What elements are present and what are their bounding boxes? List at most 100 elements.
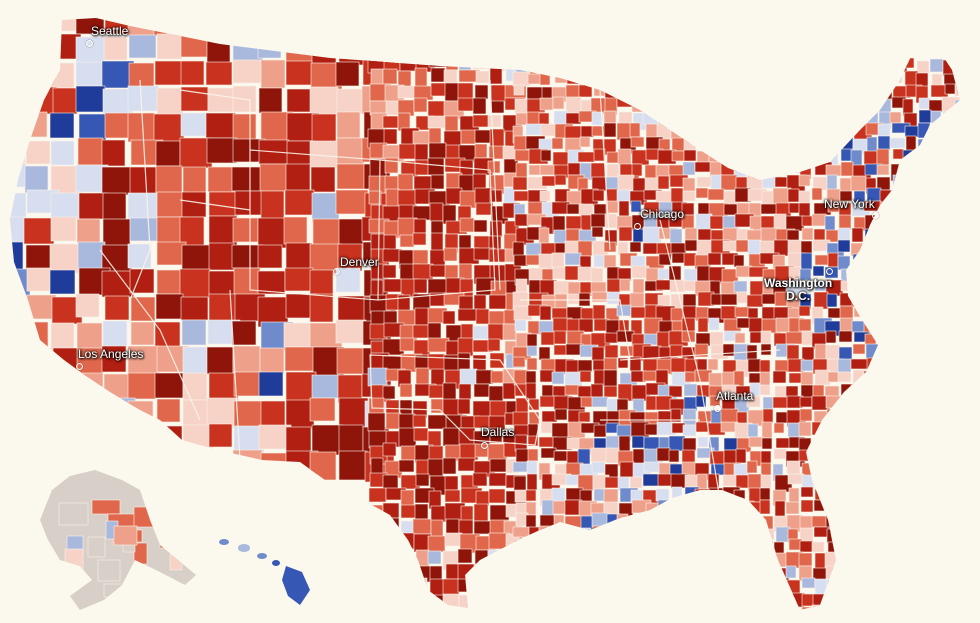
county-cell — [259, 163, 288, 192]
county-cell — [565, 606, 585, 610]
county-cell — [504, 578, 526, 595]
county-cell — [879, 189, 894, 206]
county-cell — [577, 564, 591, 579]
county-cell — [473, 563, 494, 583]
county-cell — [799, 396, 813, 408]
county-cell — [284, 18, 313, 35]
county-cell — [655, 577, 667, 596]
county-cell — [955, 437, 960, 456]
county-cell — [413, 218, 427, 234]
county-cell — [878, 345, 893, 357]
county-cell — [762, 162, 783, 175]
county-cell — [760, 593, 773, 609]
county-cell — [747, 423, 759, 438]
county-cell — [616, 606, 636, 610]
county-cell — [551, 422, 569, 440]
county-cell — [605, 566, 621, 579]
county-cell — [876, 411, 892, 427]
county-cell — [928, 605, 946, 610]
county-cell — [931, 136, 947, 149]
county-cell — [684, 239, 698, 252]
county-cell — [889, 409, 907, 421]
county-cell — [944, 137, 960, 153]
county-cell — [710, 59, 724, 71]
alaska-region-cell — [172, 584, 187, 604]
county-cell — [554, 174, 567, 186]
alaska-region-cell — [64, 548, 84, 571]
county-cell — [668, 551, 687, 564]
county-cell — [943, 579, 959, 595]
county-cell — [746, 110, 767, 127]
county-cell — [941, 501, 957, 519]
county-cell — [696, 567, 716, 583]
county-cell — [799, 540, 814, 553]
county-cell — [877, 382, 893, 401]
county-cell — [838, 618, 852, 623]
county-cell — [444, 475, 459, 491]
county-cell — [775, 135, 789, 148]
county-cell — [917, 397, 932, 414]
county-cell — [865, 578, 883, 597]
county-cell — [970, 72, 980, 85]
county-cell — [260, 59, 286, 89]
county-cell — [969, 552, 980, 567]
county-cell — [643, 580, 664, 596]
county-cell — [902, 383, 918, 399]
county-cell — [943, 188, 958, 200]
county-cell — [658, 525, 673, 537]
county-cell — [902, 268, 918, 287]
city-label-washington-line2: D.C. — [786, 289, 811, 303]
county-cell — [460, 39, 474, 60]
county-cell — [156, 87, 184, 119]
county-cell — [930, 437, 951, 449]
county-cell — [154, 425, 183, 456]
county-cell — [397, 173, 414, 191]
county-cell — [618, 226, 633, 242]
county-cell — [260, 190, 285, 221]
county-cell — [577, 359, 593, 373]
county-cell — [811, 421, 824, 436]
county-cell — [206, 35, 231, 66]
county-cell — [760, 96, 780, 114]
county-cell — [866, 476, 886, 495]
county-cell — [603, 254, 617, 269]
county-cell — [472, 53, 495, 70]
county-cell — [474, 143, 488, 159]
county-cell — [606, 538, 622, 555]
county-cell — [811, 98, 826, 115]
county-cell — [970, 98, 980, 110]
county-cell — [800, 112, 813, 130]
county-cell — [617, 174, 635, 191]
county-cell — [629, 526, 646, 543]
county-cell — [630, 540, 651, 554]
county-cell — [475, 202, 494, 216]
county-cell — [890, 580, 905, 595]
county-cell — [590, 267, 604, 285]
county-cell — [104, 112, 133, 139]
county-cell — [130, 423, 163, 452]
county-cell — [668, 449, 680, 463]
county-cell — [457, 563, 477, 581]
county-cell — [747, 239, 762, 257]
county-cell — [75, 425, 101, 454]
county-cell — [655, 603, 670, 610]
county-cell — [825, 330, 837, 344]
county-cell — [723, 71, 740, 85]
county-cell — [798, 421, 812, 437]
county-cell — [746, 344, 758, 362]
county-cell — [51, 398, 80, 424]
county-cell — [903, 57, 915, 69]
county-cell — [853, 514, 865, 529]
county-cell — [812, 57, 827, 75]
county-cell — [311, 34, 337, 66]
county-cell — [540, 421, 553, 434]
county-cell — [619, 618, 634, 623]
county-cell — [929, 474, 950, 493]
county-cell — [955, 190, 960, 206]
county-cell — [475, 308, 490, 325]
county-cell — [657, 175, 670, 190]
county-cell — [155, 165, 183, 196]
county-cell — [669, 344, 684, 358]
county-cell — [733, 254, 745, 268]
county-cell — [878, 489, 894, 502]
